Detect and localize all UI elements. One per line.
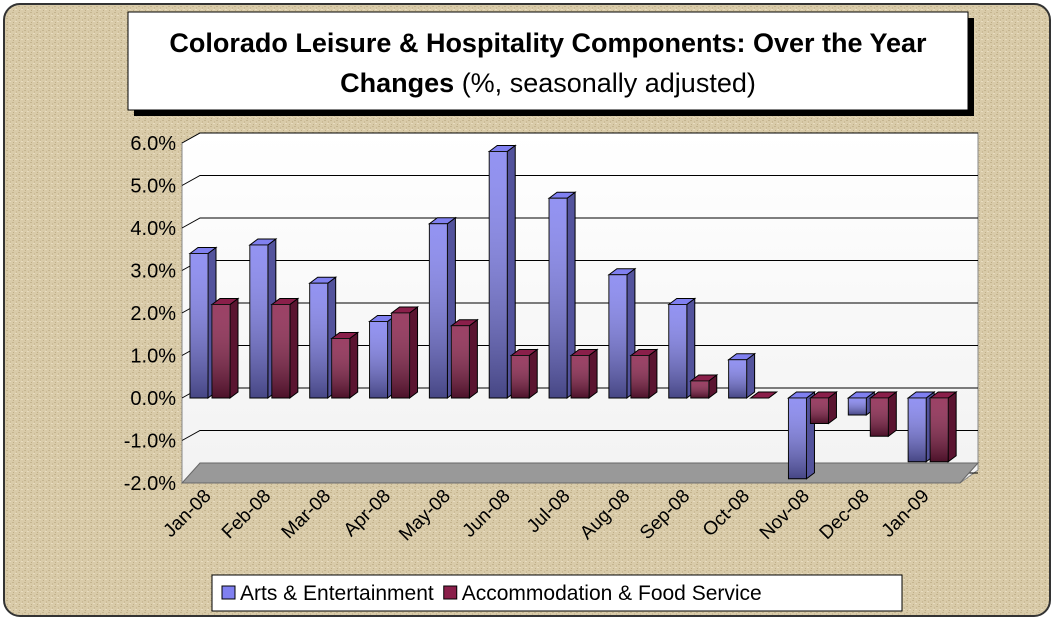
bar <box>667 297 697 399</box>
bar-front-shade <box>690 381 709 398</box>
bar-front-shade <box>511 355 530 398</box>
bar <box>689 374 719 399</box>
bar <box>270 297 300 399</box>
bar-side-shade <box>948 392 957 462</box>
bar-side-shade <box>828 392 837 424</box>
legend-label: Accommodation & Food Service <box>462 582 762 605</box>
bar-front-shade <box>309 283 328 398</box>
legend-swatch <box>221 585 236 600</box>
bar-side-shade <box>409 307 418 398</box>
bar-front-shade <box>870 398 889 437</box>
bar-front-shade <box>728 359 747 398</box>
bar <box>569 348 599 399</box>
bar-front-shade <box>848 398 867 415</box>
bar-side-shade <box>230 298 238 398</box>
floor <box>180 462 980 484</box>
bar-front-shade <box>369 321 388 398</box>
legend-swatch <box>443 585 458 600</box>
bar <box>749 391 779 399</box>
bar-front-shade <box>249 245 268 398</box>
bar <box>210 297 240 399</box>
bars <box>188 144 958 480</box>
bar-front-shade <box>391 313 410 398</box>
y-tick-label: 3.0% <box>130 261 176 283</box>
bar <box>390 306 420 399</box>
bar-side-shade <box>567 192 576 398</box>
bar-front-shade <box>608 274 627 398</box>
bar-side-shade <box>746 353 755 398</box>
bar <box>509 348 539 399</box>
legend-label: Arts & Entertainment <box>240 582 434 605</box>
legend-items: Arts & Entertainment Accommodation & Food… <box>221 582 762 605</box>
title-text: Colorado Leisure & Hospitality Component… <box>169 28 927 58</box>
title-box <box>127 11 969 111</box>
bar <box>868 391 898 438</box>
bar-top <box>749 391 779 399</box>
bar-side-shade <box>289 298 298 398</box>
bar <box>786 391 816 480</box>
y-tick-label: 5.0% <box>130 176 176 198</box>
bar <box>808 391 838 425</box>
bar-side-shade <box>648 349 657 398</box>
grid-line <box>181 175 978 186</box>
bar-side-shade <box>589 349 598 398</box>
y-tick-label: 0.0% <box>130 388 176 410</box>
bar-side-shade <box>529 349 538 398</box>
chart-subtitle: Changes (%, seasonally adjusted) <box>340 68 756 98</box>
bar-front-shade <box>930 398 949 462</box>
bar-front-shade <box>788 398 807 479</box>
bar-front-shade <box>212 304 230 398</box>
bar-front-shade <box>429 223 448 398</box>
bar <box>727 352 757 399</box>
bar <box>449 318 479 399</box>
bar-front-shade <box>489 151 508 398</box>
subtitle: (%, seasonally adjusted) <box>462 68 756 98</box>
y-tick-label: 4.0% <box>130 218 176 240</box>
legend <box>211 574 903 612</box>
y-tick-label: -1.0% <box>124 431 176 453</box>
bar-front-shade <box>271 304 290 398</box>
y-tick-label: 1.0% <box>130 346 176 368</box>
chart-title: Colorado Leisure & Hospitality Component… <box>169 28 927 58</box>
bar-front-shade <box>571 355 590 398</box>
grid-line <box>181 132 978 144</box>
y-tick-label: -2.0% <box>124 473 176 495</box>
bar <box>629 348 659 399</box>
bar-front-shade <box>630 355 649 398</box>
bar <box>928 391 958 463</box>
title-line2: Changes <box>340 68 462 98</box>
grid-line <box>181 217 978 229</box>
y-tick-label: 2.0% <box>130 303 176 325</box>
bar-side-shade <box>469 319 478 398</box>
bar-side-shade <box>888 392 897 437</box>
bar-side-shade <box>349 332 358 398</box>
bar-front-shade <box>549 198 568 398</box>
bar-front-shade <box>668 304 687 398</box>
bar-front-shade <box>810 398 829 424</box>
bar <box>547 191 577 399</box>
grid-line <box>181 430 978 441</box>
bar-side-shade <box>708 375 717 398</box>
bar-front-shade <box>190 253 208 398</box>
bar-front-shade <box>331 338 350 398</box>
bar-side-shade <box>507 145 516 398</box>
bar <box>330 331 360 399</box>
y-tick-label: 6.0% <box>130 133 176 155</box>
bar-front-shade <box>908 398 927 462</box>
bar-front-shade <box>451 325 470 398</box>
bar-side-shade <box>686 298 695 398</box>
